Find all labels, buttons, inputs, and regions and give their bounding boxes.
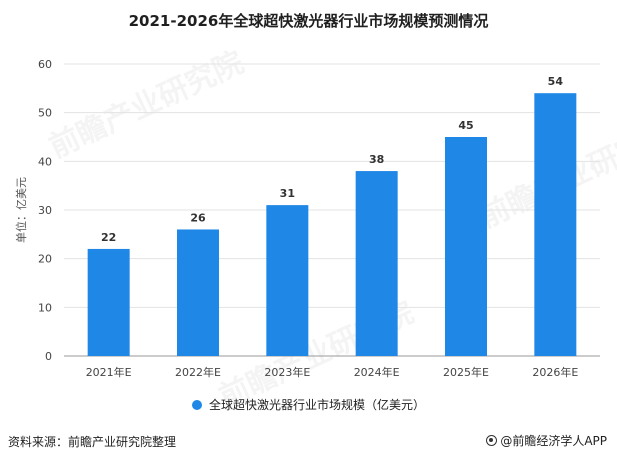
x-tick-label: 2022年E [175,365,221,379]
bar [266,205,309,356]
bar [534,93,577,356]
legend-label: 全球超快激光器行业市场规模（亿美元） [208,398,425,412]
weibo-icon [486,435,498,446]
y-tick-label: 40 [38,155,52,168]
legend-marker [191,399,202,410]
bar [87,248,130,356]
y-tick-label: 10 [38,301,52,314]
legend: 全球超快激光器行业市场规模（亿美元） [0,396,617,413]
data-label: 26 [190,211,206,224]
data-label: 38 [369,153,384,166]
y-tick-label: 60 [38,58,52,71]
bar-chart: 0 10 20 30 40 50 60 单位：亿美元 22 2021年E 26 2022年E 31 202… [14,58,600,379]
data-label: 31 [280,187,295,200]
bar [355,171,398,356]
y-tick-label: 30 [38,204,52,217]
y-tick-label: 20 [38,253,52,266]
data-label: 45 [458,119,473,132]
x-tick-label: 2026年E [532,365,578,379]
chart-title: 2021-2026年全球超快激光器行业市场规模预测情况 [128,12,489,30]
x-tick-label: 2025年E [443,365,489,379]
y-tick-label: 0 [45,350,52,363]
brand-credit-text: @前瞻经济学人APP [500,434,607,448]
source-note: 资料来源：前瞻产业研究院整理 [8,435,177,449]
y-axis-label: 单位：亿美元 [14,177,28,243]
bar [445,137,487,356]
brand-credit: @前瞻经济学人APP [486,432,607,449]
y-tick-label: 50 [38,107,52,120]
x-tick-label: 2023年E [264,365,310,379]
bar [177,229,219,356]
x-tick-label: 2024年E [354,365,400,379]
data-label: 22 [101,231,116,244]
data-label: 54 [548,75,564,88]
x-tick-label: 2021年E [86,365,132,379]
